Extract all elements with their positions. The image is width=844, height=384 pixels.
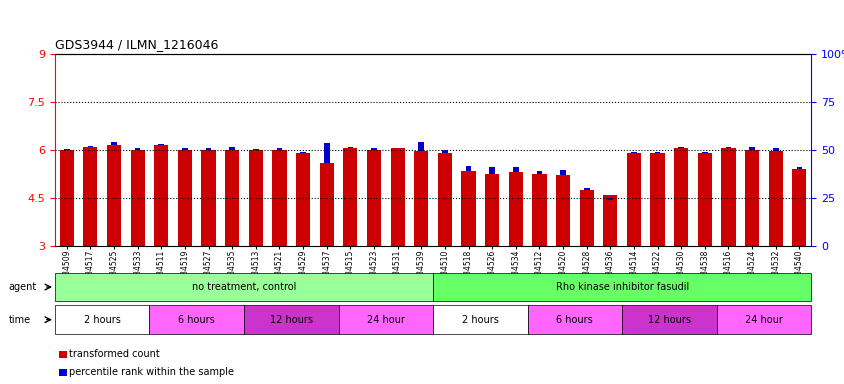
Text: agent: agent [8,282,36,292]
Bar [441,150,447,153]
Bar [701,152,706,153]
Bar [697,153,711,246]
Bar [796,167,801,169]
Bar [252,149,258,150]
Bar [135,149,140,151]
Text: 24 hour: 24 hour [744,314,782,325]
Bar [64,149,69,150]
Bar [111,142,116,145]
Bar [229,147,235,150]
Bar [181,148,187,150]
Bar [721,148,734,246]
Bar [84,147,97,246]
Bar [489,167,495,174]
Text: 6 hours: 6 hours [178,314,215,325]
Bar [674,148,688,246]
Bar [583,188,589,190]
Bar [414,151,428,246]
Bar [347,147,353,148]
Bar [461,170,475,246]
Bar [276,148,282,150]
Text: 12 hours: 12 hours [269,314,312,325]
Bar [300,152,306,153]
Text: 24 hour: 24 hour [366,314,404,325]
Bar [560,170,565,175]
Bar [418,142,424,151]
Bar [678,147,684,148]
Bar [772,148,777,151]
Bar [532,174,546,246]
Bar [159,144,164,145]
Bar [107,145,121,246]
Bar [536,170,542,174]
Bar [205,148,211,150]
Bar [343,148,357,246]
Bar [323,143,329,162]
Bar [792,169,805,246]
Bar [177,150,192,246]
Bar [248,150,262,246]
Text: 12 hours: 12 hours [647,314,690,325]
Bar [154,145,168,246]
Bar [201,150,215,246]
Bar [725,147,730,148]
Bar [768,151,782,246]
Text: percentile rank within the sample: percentile rank within the sample [69,367,234,377]
Bar [394,147,400,148]
Bar [390,148,404,246]
Bar [88,146,93,147]
Text: 2 hours: 2 hours [84,314,121,325]
Bar [366,150,381,246]
Bar [225,150,239,246]
Text: no treatment, control: no treatment, control [192,282,296,292]
Bar [607,198,613,200]
Bar [319,162,333,246]
Bar [654,152,660,153]
Bar [60,150,73,246]
Text: 6 hours: 6 hours [556,314,592,325]
Bar [630,152,636,153]
Bar [749,147,754,150]
Bar [484,174,499,246]
Bar [603,195,617,246]
Bar [465,166,471,170]
Bar [650,153,664,246]
Text: 2 hours: 2 hours [462,314,498,325]
Bar [512,167,518,172]
Bar [295,153,310,246]
Text: time: time [8,314,30,325]
Bar [371,148,376,150]
Text: transformed count: transformed count [69,349,160,359]
Text: GDS3944 / ILMN_1216046: GDS3944 / ILMN_1216046 [55,38,218,51]
Bar [579,190,593,246]
Bar [744,150,758,246]
Bar [131,150,144,246]
Bar [626,153,641,246]
Bar [508,172,522,246]
Text: Rho kinase inhibitor fasudil: Rho kinase inhibitor fasudil [555,282,688,292]
Bar [555,175,570,246]
Bar [437,153,452,246]
Bar [272,150,286,246]
